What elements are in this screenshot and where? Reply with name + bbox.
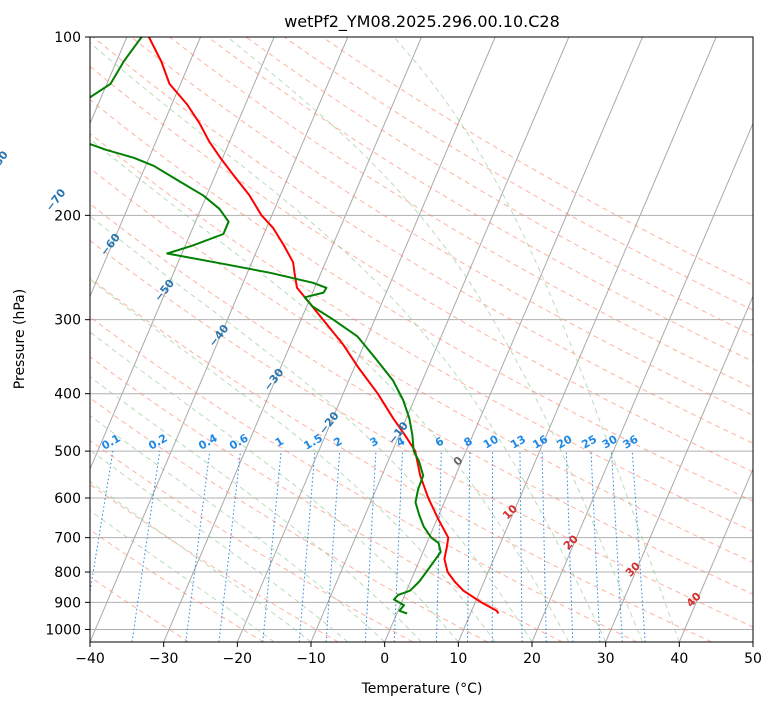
moist-adiabat-line [227,37,643,642]
x-tick-label: 40 [670,651,688,667]
moist-adiabat-line [90,42,607,642]
dewpoint-profile-line [90,37,442,615]
dry-adiabat-lines [90,37,753,642]
dry-adiabat-line [90,397,488,642]
x-tick-label: −30 [149,651,179,667]
mixing-ratio-line [218,451,242,642]
y-tick-label: 800 [54,565,81,581]
dry-adiabat-line [90,483,339,642]
moist-adiabat-line [90,449,349,642]
y-tick-label: 200 [54,208,81,224]
isotherm-line [236,37,496,642]
plot-frame [89,36,754,643]
chart-title: wetPf2_YM08.2025.296.00.10.C28 [284,12,560,32]
moist-adiabat-line [90,480,312,642]
dry-adiabat-line [90,65,753,473]
isotherm-line [457,37,717,642]
dry-adiabat-line [283,37,753,311]
mixing-ratio-line [90,451,114,595]
y-tick-label: 500 [54,444,81,460]
isotherm-line [605,295,753,642]
moist-adiabat-line [90,415,386,642]
x-axis-ticks: −40 −30 −20 −10 0 10 20 30 40 50 [75,642,762,667]
mixing-ratio-lines [90,451,646,642]
y-tick-label: 400 [54,387,81,403]
dry-adiabat-line [90,167,753,563]
y-tick-label: 1000 [45,622,81,638]
y-tick-label: 300 [54,313,81,329]
x-tick-label: 10 [449,651,467,667]
dry-adiabat-line [90,239,753,628]
x-tick-label: 0 [380,651,389,667]
y-tick-label: 600 [54,491,81,507]
dry-adiabat-line [90,132,753,532]
sounding-profiles [90,37,500,615]
x-axis-label: Temperature (°C) [361,681,483,697]
isotherm-line [678,467,753,642]
mixing-ratio-line [131,451,161,642]
dry-adiabat-line [131,37,753,416]
moist-adiabat-lines [90,37,680,642]
y-axis-ticks: 100 200 300 400 500 600 700 800 900 1000 [45,30,90,638]
mixing-ratio-line [185,451,211,642]
moist-adiabat-line [393,37,680,642]
dry-adiabat-line [90,356,563,642]
y-tick-label: 100 [54,30,81,46]
y-axis-label: Pressure (hPa) [12,289,28,389]
isotherm-line [384,37,643,642]
isotherm-line [90,37,201,298]
dry-adiabat-line [90,439,414,642]
y-tick-label: 700 [54,531,81,547]
x-tick-label: 50 [744,651,762,667]
x-tick-label: −40 [75,651,105,667]
plot-area [90,37,753,642]
isotherm-line [90,37,275,471]
moist-adiabat-line [90,138,570,642]
moist-adiabat-line [90,376,422,642]
isobar-grid [90,37,753,630]
y-tick-label: 900 [54,595,81,611]
x-tick-label: −10 [296,651,326,667]
moist-adiabat-line [90,215,533,642]
x-tick-label: −20 [223,651,253,667]
x-tick-label: 20 [523,651,541,667]
moist-adiabat-line [90,278,496,642]
moist-adiabat-line [90,331,459,642]
temperature-profile-line [148,37,500,615]
x-tick-label: 30 [597,651,615,667]
dry-adiabat-line [90,203,753,595]
dry-adiabat-line [207,37,753,363]
isotherm-line [163,37,422,642]
isotherm-label: −80 [0,148,11,176]
